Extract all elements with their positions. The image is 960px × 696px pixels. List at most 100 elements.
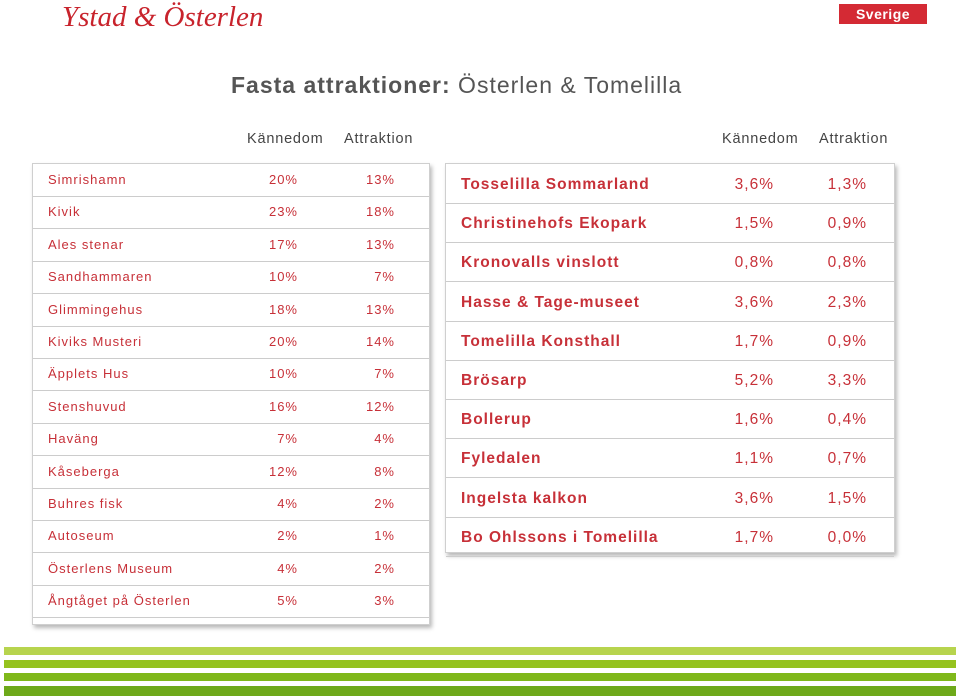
left-header-attraktion: Attraktion (344, 131, 414, 147)
attraktion-value: 3,3% (827, 372, 867, 389)
table-row: Autoseum 2% 1% (33, 520, 429, 554)
attraktion-value: 0,7% (827, 450, 867, 468)
attraction-name: Bollerup (461, 411, 532, 429)
table-row: Ingelsta kalkon 3,6% 1,5% (446, 478, 894, 518)
attraktion-value: 8% (374, 463, 395, 479)
kannedom-value: 20% (268, 172, 298, 187)
attraktion-value: 7% (374, 269, 395, 285)
table-row: Fyledalen 1,1% 0,7% (446, 438, 894, 479)
footer-stripe (4, 686, 956, 696)
kannedom-value: 1,5% (734, 215, 774, 233)
brand-logo-text: Ystad & Österlen (62, 1, 264, 33)
attraction-name: Christinehofs Ekopark (461, 215, 648, 233)
attraktion-value: 4% (374, 431, 395, 447)
table-row: Brösarp 5,2% 3,3% (446, 360, 894, 400)
attraction-name: Glimmingehus (48, 301, 144, 317)
kannedom-value: 12% (268, 463, 298, 479)
osterlen-attractions-table: Simrishamn 20% 13% Kivik 23% 18% Ales stenar 17… (32, 163, 430, 625)
attraktion-value: 3% (374, 593, 395, 609)
attraction-name: Sandhammaren (48, 269, 153, 285)
attraction-name: Buhres fisk (48, 496, 124, 511)
table-row: Kiviks Musteri 20% 14% (33, 326, 429, 359)
kannedom-value: 1,7% (734, 332, 774, 350)
attraktion-value: 2,3% (827, 293, 867, 311)
kannedom-value: 4% (277, 496, 298, 511)
kannedom-value: 5% (277, 593, 298, 609)
kannedom-value: 10% (268, 269, 298, 285)
kannedom-value: 7% (277, 431, 298, 447)
attraction-name: Tosselilla Sommarland (461, 176, 650, 193)
kannedom-value: 18% (268, 301, 298, 317)
kannedom-value: 3,6% (734, 176, 774, 193)
attraktion-value: 18% (365, 204, 395, 220)
attraction-name: Simrishamn (48, 172, 127, 187)
attraktion-value: 0,0% (827, 528, 867, 546)
right-header-kannedom: Kännedom (722, 131, 799, 147)
attraction-name: Kivik (48, 204, 81, 220)
table-row: Kivik 23% 18% (33, 196, 429, 230)
attraktion-value: 0,8% (827, 254, 867, 272)
kannedom-value: 1,7% (734, 528, 774, 546)
table-row: Glimmingehus 18% 13% (33, 294, 429, 327)
attraktion-value: 0,4% (827, 411, 867, 429)
table-row: Ångtåget på Österlen 5% 3% (33, 585, 429, 619)
table-row: Tosselilla Sommarland 3,6% 1,3% (446, 164, 894, 204)
attraction-name: Kronovalls vinslott (461, 254, 620, 272)
attraction-name: Tomelilla Konsthall (461, 332, 621, 350)
attraktion-value: 0,9% (827, 215, 867, 233)
kannedom-value: 1,6% (734, 411, 774, 429)
table-row: Kronovalls vinslott 0,8% 0,8% (446, 242, 894, 283)
attraktion-value: 12% (365, 398, 395, 414)
attraction-name: Äpplets Hus (48, 366, 130, 382)
attraction-name: Ales stenar (48, 236, 125, 252)
table-row: Ales stenar 17% 13% (33, 229, 429, 262)
table-row: Stenshuvud 16% 12% (33, 391, 429, 424)
attraktion-value: 1,5% (827, 489, 867, 507)
kannedom-value: 2% (277, 528, 298, 544)
left-header-kannedom: Kännedom (247, 131, 324, 147)
kannedom-value: 0,8% (734, 254, 774, 272)
attraktion-value: 13% (365, 301, 395, 317)
attraktion-value: 14% (365, 334, 395, 349)
tomelilla-attractions-table: Tosselilla Sommarland 3,6% 1,3% Christineho… (445, 163, 895, 557)
attraktion-value: 7% (374, 366, 395, 382)
table-row: Äpplets Hus 10% 7% (33, 358, 429, 392)
attraktion-value: 13% (365, 236, 395, 252)
attraction-name: Brösarp (461, 372, 528, 389)
table-row: Sandhammaren 10% 7% (33, 261, 429, 295)
table-row: Tomelilla Konsthall 1,7% 0,9% (446, 321, 894, 361)
attraktion-value: 1,3% (827, 176, 867, 193)
table-row: Bo Ohlssons i Tomelilla 1,7% 0,0% (446, 517, 894, 557)
attraction-name: Kåseberga (48, 463, 120, 479)
kannedom-value: 23% (268, 204, 298, 220)
footer-stripe (4, 673, 956, 681)
footer-stripe (4, 647, 956, 655)
attraktion-value: 2% (374, 560, 395, 576)
attraction-name: Hasse & Tage-museet (461, 293, 640, 311)
attraktion-value: 2% (374, 496, 395, 511)
kannedom-value: 17% (268, 236, 298, 252)
attraktion-value: 1% (374, 528, 395, 544)
attraction-name: Ångtåget på Österlen (48, 593, 191, 609)
table-row: Buhres fisk 4% 2% (33, 488, 429, 521)
table-row: Christinehofs Ekopark 1,5% 0,9% (446, 203, 894, 244)
attraction-name: Stenshuvud (48, 398, 127, 414)
table-row: Kåseberga 12% 8% (33, 456, 429, 489)
page-title-bold: Fasta attraktioner: (231, 72, 451, 98)
kannedom-value: 10% (268, 366, 298, 382)
attraktion-value: 0,9% (827, 332, 867, 350)
attraction-name: Ingelsta kalkon (461, 489, 588, 507)
attraction-name: Kiviks Musteri (48, 334, 143, 349)
table-row: Österlens Museum 4% 2% (33, 553, 429, 586)
footer-stripe (4, 660, 956, 668)
page-title-rest: Österlen & Tomelilla (450, 72, 683, 98)
attraction-name: Haväng (48, 431, 99, 447)
kannedom-value: 5,2% (734, 372, 774, 389)
kannedom-value: 16% (268, 398, 298, 414)
page-title: Fasta attraktioner: Österlen & Tomelilla (231, 72, 682, 99)
attraktion-value: 13% (365, 172, 395, 187)
table-row: Hasse & Tage-museet 3,6% 2,3% (446, 282, 894, 322)
kannedom-value: 20% (268, 334, 298, 349)
attraction-name: Bo Ohlssons i Tomelilla (461, 528, 659, 546)
kannedom-value: 4% (277, 560, 298, 576)
